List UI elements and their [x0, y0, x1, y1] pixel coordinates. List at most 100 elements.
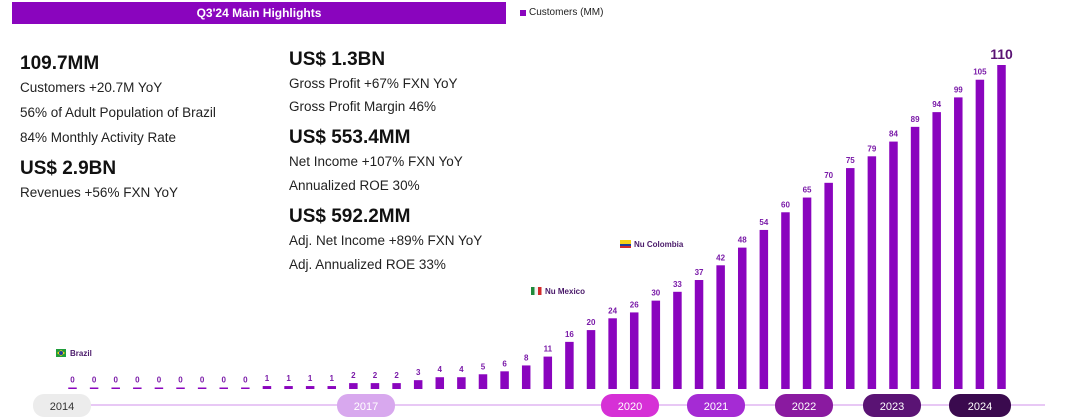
- gross-profit-line-1: Gross Profit +67% FXN YoY: [289, 76, 458, 91]
- bar: [737, 247, 747, 389]
- timeline-pill: [687, 394, 745, 417]
- legend-swatch: [520, 9, 526, 16]
- chart-legend: Customers (MM): [520, 7, 603, 18]
- bar-value-label: 0: [157, 376, 162, 385]
- bar-value-label: 1: [286, 374, 291, 383]
- bar-value-label: 79: [867, 144, 876, 153]
- timeline-year-2014: 2014: [33, 394, 91, 417]
- bar-value-label: 30: [651, 289, 660, 298]
- bar: [586, 330, 596, 389]
- milestone-brazil: Brazil: [56, 349, 92, 358]
- bar: [89, 387, 99, 389]
- bar: [241, 387, 250, 389]
- bar: [802, 197, 812, 389]
- bar: [111, 387, 120, 389]
- bar-value-label: 20: [587, 318, 596, 327]
- timeline-pill: [775, 394, 833, 417]
- bar: [673, 291, 682, 389]
- bar-value-label: 99: [954, 85, 963, 94]
- bar: [694, 280, 704, 389]
- revenues-line-1: Revenues +56% FXN YoY: [20, 185, 178, 200]
- bar-value-label: 0: [92, 376, 97, 385]
- bar-value-label: 0: [200, 376, 205, 385]
- bar-value-label: 94: [932, 100, 941, 109]
- bar: [305, 386, 315, 389]
- net-income-value: US$ 553.4MM: [289, 127, 411, 148]
- timeline-year-2024: 2024: [949, 394, 1011, 417]
- bar: [565, 341, 574, 389]
- gross-profit-value: US$ 1.3BN: [289, 49, 386, 70]
- customers-line-3: 84% Monthly Activity Rate: [20, 130, 177, 145]
- bar: [910, 126, 920, 389]
- bar: [435, 377, 445, 389]
- timeline-label: 2024: [968, 401, 992, 413]
- bar: [975, 79, 985, 390]
- adj-net-income-line-2: Adj. Annualized ROE 33%: [289, 257, 446, 272]
- bar: [781, 212, 790, 389]
- revenues-value: US$ 2.9BN: [20, 158, 117, 179]
- bar: [349, 383, 358, 389]
- bar-value-label: 24: [608, 306, 617, 315]
- legend-label: Customers (MM): [529, 7, 604, 18]
- milestone-nu-mexico: Nu Mexico: [531, 287, 585, 296]
- bar: [176, 387, 185, 389]
- bar: [133, 387, 142, 389]
- bar-value-label: 16: [565, 330, 574, 339]
- bar-value-label: 5: [481, 362, 486, 371]
- timeline-pill: [863, 394, 921, 417]
- bar-value-label: 105: [973, 68, 987, 77]
- bar: [889, 141, 898, 389]
- timeline-year-2021: 2021: [687, 394, 745, 417]
- bar: [478, 374, 488, 389]
- bar: [68, 387, 77, 389]
- bar-value-label: 4: [459, 365, 464, 374]
- bar: [370, 383, 380, 389]
- bar-value-label: 1: [265, 374, 270, 383]
- bar: [219, 387, 228, 389]
- bar-value-label: 4: [438, 365, 443, 374]
- bar: [716, 265, 725, 389]
- bar: [327, 386, 337, 389]
- bar: [392, 383, 401, 389]
- bar-value-label: 54: [759, 218, 768, 227]
- bar-value-label: 37: [695, 268, 704, 277]
- bar: [759, 229, 769, 389]
- bar: [932, 112, 941, 390]
- highlights-header: Q3'24 Main Highlights: [12, 2, 506, 24]
- customers-line-2: 56% of Adult Population of Brazil: [20, 105, 216, 120]
- flag-icon: [620, 240, 631, 248]
- bar-value-label: 48: [738, 236, 747, 245]
- timeline-label: 2023: [880, 401, 904, 413]
- timeline-label: 2021: [704, 401, 728, 413]
- timeline-pill: [601, 394, 659, 417]
- bar-value-label: 2: [394, 371, 399, 380]
- bar-value-label: 0: [135, 376, 140, 385]
- bar: [262, 386, 272, 389]
- bar: [543, 356, 553, 389]
- adj-net-income-line-1: Adj. Net Income +89% FXN YoY: [289, 233, 483, 248]
- flag-icon: [56, 349, 66, 357]
- bar-value-label: 1: [308, 374, 313, 383]
- timeline-year-2020: 2020: [601, 394, 659, 417]
- bar-value-label: 60: [781, 200, 790, 209]
- bar: [629, 312, 639, 389]
- bar: [824, 182, 833, 389]
- bar-value-label: 0: [178, 376, 183, 385]
- bar-value-label: 0: [243, 376, 248, 385]
- timeline-year-2023: 2023: [863, 394, 921, 417]
- bar: [651, 300, 661, 389]
- bar: [954, 97, 963, 390]
- timeline-pill: [337, 394, 395, 417]
- milestone-nu-colombia: Nu Colombia: [620, 240, 684, 249]
- gross-profit-line-2: Gross Profit Margin 46%: [289, 99, 437, 114]
- bar: [154, 387, 164, 389]
- bar-value-label: 70: [824, 171, 833, 180]
- bar-value-label: 110: [990, 46, 1013, 62]
- bar-value-label: 3: [416, 368, 421, 377]
- bar: [867, 156, 877, 389]
- bar-value-label: 0: [113, 376, 118, 385]
- timeline-label: 2014: [50, 401, 74, 413]
- bar: [413, 380, 423, 389]
- bar-value-label: 84: [889, 130, 898, 139]
